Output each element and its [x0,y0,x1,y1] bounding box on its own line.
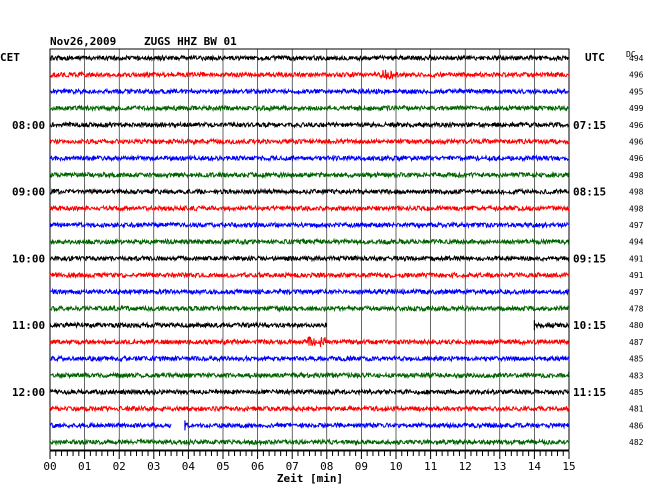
trace-line [49,438,570,447]
dc-offset-label: 478 [629,305,644,314]
dc-offset-label: 494 [629,238,644,247]
trace-line [49,187,570,196]
station-label: ZUGS HHZ BW 01 [144,35,237,48]
trace-line [49,87,570,96]
dc-offset-label: 485 [629,388,644,397]
x-tick-label: 03 [147,460,160,473]
trace-line [49,404,570,413]
trace-line [49,237,570,246]
dc-offset-label: 494 [629,54,644,63]
left-time-label: 11:00 [12,319,45,332]
trace-line [49,321,570,330]
right-time-label: 07:15 [573,119,606,132]
right-time-label: 11:15 [573,386,606,399]
dc-offset-label: 483 [629,371,644,380]
dc-offset-label: 491 [629,254,644,263]
dc-offset-label: 498 [629,171,644,180]
x-tick-label: 09 [355,460,368,473]
left-time-label: 09:00 [12,186,45,199]
dc-offset-label: 496 [629,121,644,130]
minute-grid [49,48,570,451]
dc-header-label: DC [626,50,636,59]
trace-line [49,354,570,363]
trace-line [49,335,570,347]
trace-line [49,137,570,146]
x-axis: 00 01 02 03 04 05 06 07 08 09 10 11 12 13 14 15 [43,450,576,473]
trace-line [49,304,570,313]
right-time-labels: 07:15 08:15 09:15 10:15 11:15 [573,119,606,399]
trace-area [49,53,570,447]
left-timezone-label: CET [0,51,20,64]
dc-offset-label: 495 [629,87,644,96]
x-tick-label: 00 [43,460,56,473]
x-tick-label: 02 [113,460,126,473]
dc-offset-label: 480 [629,321,644,330]
x-tick-label: 07 [286,460,299,473]
x-tick-label: 10 [389,460,402,473]
date-label: Nov26,2009 [50,35,116,48]
trace-line [49,387,570,397]
x-tick-label: 13 [493,460,506,473]
trace-line [49,120,570,129]
x-tick-label: 08 [320,460,333,473]
trace-line [49,204,570,213]
dc-offset-label: 497 [629,288,644,297]
x-tick-label: 05 [216,460,229,473]
trace-line [49,220,570,230]
dc-offset-label: 498 [629,204,644,213]
x-tick-label: 04 [182,460,196,473]
trace-line [49,270,570,280]
left-time-label: 12:00 [12,386,45,399]
trace-line [49,371,570,380]
x-tick-label: 14 [528,460,542,473]
plot-frame [49,48,570,451]
x-tick-label: 06 [251,460,264,473]
x-tick-label: 12 [459,460,472,473]
trace-line [49,421,570,430]
dc-offset-labels: 494 496 495 499 496 496 496 498 498 498 497 494 491 4… [629,54,644,447]
dc-offset-label: 496 [629,71,644,80]
trace-line [49,254,570,263]
x-tick-label: 11 [424,460,437,473]
trace-line [49,69,570,80]
dc-offset-label: 482 [629,438,644,447]
trace-line [49,170,570,180]
dc-offset-label: 485 [629,355,644,364]
dc-offset-label: 499 [629,104,644,113]
x-axis-title: Zeit [min] [277,472,343,485]
left-time-label: 08:00 [12,119,45,132]
dc-offset-label: 486 [629,421,644,430]
right-time-label: 08:15 [573,186,606,199]
trace-line [49,287,569,296]
dc-offset-label: 496 [629,154,644,163]
right-timezone-label: UTC [585,51,605,64]
right-time-label: 09:15 [573,252,606,265]
left-time-labels: 08:00 09:00 10:00 11:00 12:00 [12,119,45,399]
trace-line [49,104,570,113]
dc-offset-label: 487 [629,338,644,347]
trace-line [49,154,570,163]
dc-offset-label: 481 [629,405,644,414]
dc-offset-label: 497 [629,221,644,230]
x-tick-label: 01 [78,460,91,473]
x-tick-label: 15 [562,460,575,473]
right-time-label: 10:15 [573,319,606,332]
trace-line [49,53,570,62]
dc-offset-label: 496 [629,138,644,147]
left-time-label: 10:00 [12,252,45,265]
dc-offset-label: 498 [629,188,644,197]
dc-offset-label: 491 [629,271,644,280]
